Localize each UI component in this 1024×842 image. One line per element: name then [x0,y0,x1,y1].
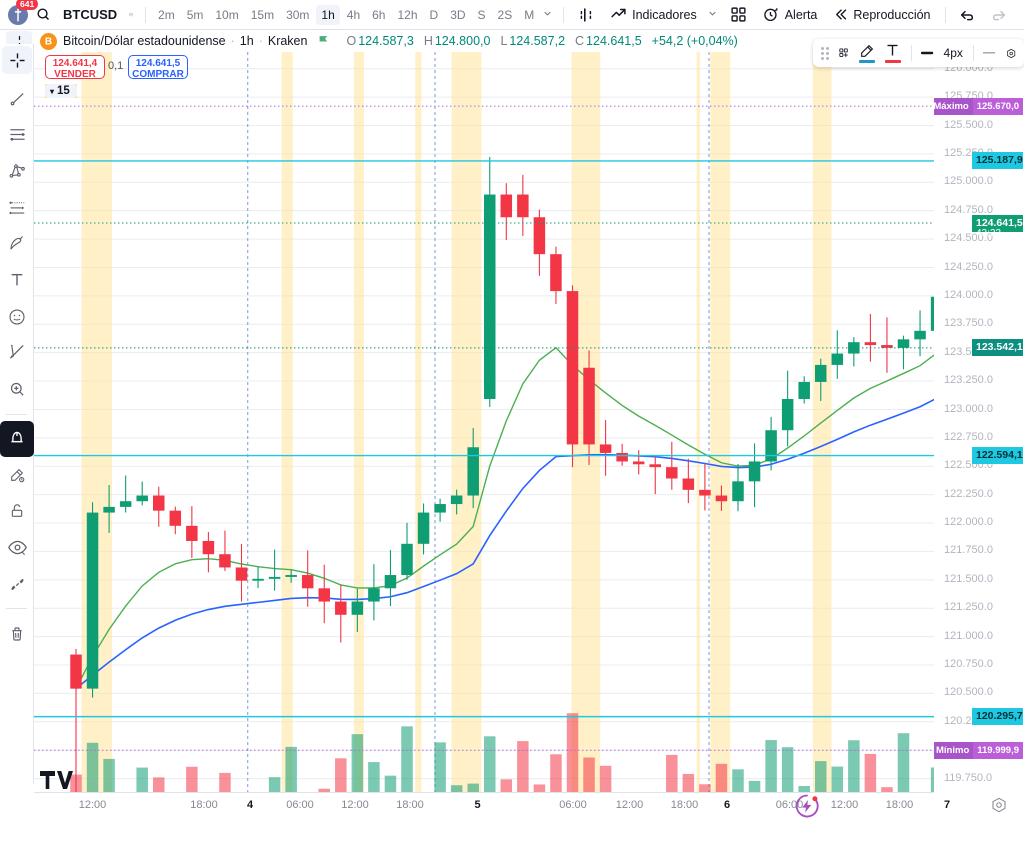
svg-text:B: B [45,36,52,47]
